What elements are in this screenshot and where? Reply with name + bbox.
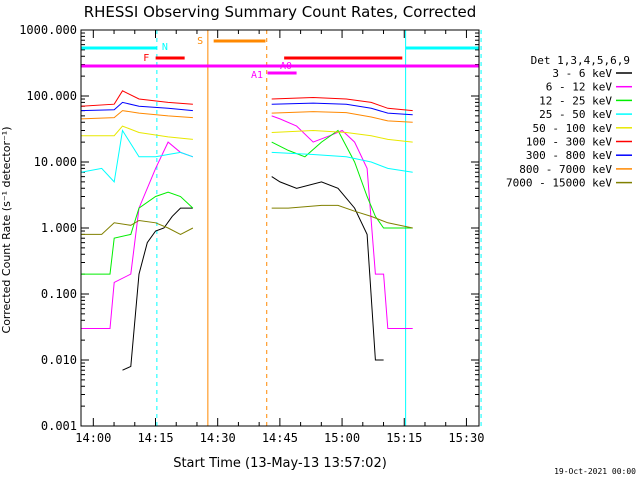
series-line [81,191,194,275]
y-tick-label: 100.000 [26,89,77,103]
chart-title: RHESSI Observing Summary Count Rates, Co… [84,3,477,21]
series-line [271,176,384,361]
series-line [80,90,193,107]
series-line [271,96,413,112]
date-stamp: 19-Oct-2021 00:00 [554,467,636,476]
y-tick-label: 10.000 [34,155,77,169]
series-line [271,151,413,173]
flag-label: N [162,42,168,53]
series-line [271,115,413,329]
x-tick-label: 14:30 [200,431,236,445]
series-line [80,110,193,120]
legend-entry-label: 50 - 100 keV [533,122,613,135]
series-25-50keV [80,129,413,183]
legend-entry-label: 25 - 50 keV [539,108,612,121]
annotation-markers: N F S A1 A0 [81,30,482,426]
y-axis-label: Corrected Count Rate (s⁻¹ detector⁻¹) [0,127,13,334]
series-line [80,101,193,112]
y-tick-label: 1.000 [41,221,77,235]
legend-entry-label: 3 - 6 keV [552,67,612,80]
x-tick-label: 15:30 [448,431,484,445]
y-ticks: 0.001 0.010 0.100 1.000 10.000 100.000 1000.00… [19,23,479,433]
x-tick-label: 15:15 [386,431,422,445]
x-tick-label: 14:00 [75,431,111,445]
flag-label: A0 [280,61,292,72]
legend-entry-label: 12 - 25 keV [539,94,612,107]
series-line [81,125,193,140]
plot-frame [80,29,480,427]
flag-label: S [197,36,203,47]
series-300-800keV [80,101,413,116]
x-tick-label: 14:45 [262,431,298,445]
x-axis-label: Start Time (13-May-13 13:57:02) [173,456,387,471]
y-tick-label: 0.010 [41,353,77,367]
x-tick-label: 14:15 [137,431,173,445]
series-line [80,129,194,183]
y-tick-label: 1000.000 [19,23,77,37]
series-6-12keV [81,115,413,329]
legend-title: Det 1,3,4,5,6,9 [531,54,630,67]
series-line [271,129,413,143]
series-7000-15000keV [81,204,413,235]
series-12-25keV [81,129,413,275]
flag-label: F [143,53,149,64]
y-tick-label: 0.100 [41,287,77,301]
legend-entry-label: 6 - 12 keV [546,81,613,94]
series-lines [80,90,413,371]
legend-entry-label: 100 - 300 keV [526,136,612,149]
legend-entry-label: 7000 - 15000 keV [506,177,612,190]
series-3-6keV [122,176,384,371]
series-50-100keV [81,125,413,143]
series-line [271,102,413,116]
series-line [271,129,413,229]
series-line [81,219,194,235]
legend-entry-label: 800 - 7000 keV [519,163,612,176]
x-ticks: 14:00 14:15 14:30 14:45 15:00 15:15 15:30 [75,30,485,445]
series-line [122,207,193,371]
legend-entry-label: 300 - 800 keV [526,149,612,162]
series-100-300keV [80,90,413,112]
series-line [271,204,413,229]
series-line [271,111,413,123]
x-tick-label: 15:00 [324,431,360,445]
flag-label: A1 [251,70,263,81]
series-800-7000keV [80,110,413,123]
y-tick-label: 0.001 [41,419,77,433]
